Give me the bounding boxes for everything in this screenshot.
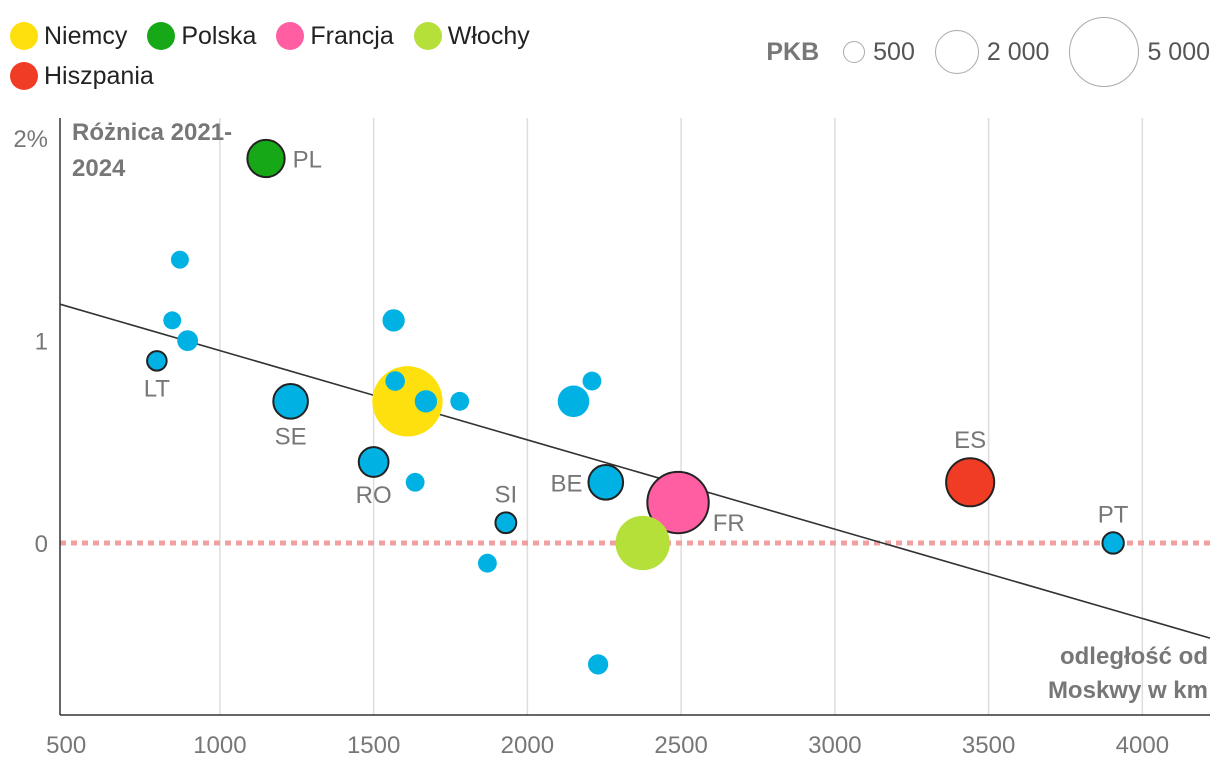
- point-fr: [646, 470, 710, 535]
- y-tick-label-1: 1: [35, 329, 48, 356]
- size-legend-circle-5000: [1069, 17, 1140, 87]
- point-label-ro: RO: [356, 482, 392, 509]
- legend-swatch-niemcy: [10, 22, 38, 50]
- legend-label-francja: Francja: [310, 21, 394, 50]
- legend-swatch-francja: [276, 22, 305, 50]
- point-18: [587, 654, 609, 675]
- legend-label-hiszpania: Hiszpania: [44, 61, 154, 90]
- point-label-pt: PT: [1098, 501, 1129, 528]
- size-legend-label-5000: 5 000: [1147, 37, 1210, 66]
- x-axis-title-line-2: Moskwy w km: [1048, 677, 1208, 704]
- point-3: [177, 330, 199, 352]
- axes: 500 1000 1500 2000 2500 3000 3500 4000 2% 1 0: [13, 118, 1210, 759]
- point-pl: [246, 138, 286, 179]
- trend-line: [59, 303, 1211, 639]
- point-1: [170, 250, 189, 269]
- legend-swatch-polska: [147, 22, 176, 50]
- legend-swatch-wlochy: [413, 22, 442, 50]
- legend-label-polska: Polska: [181, 21, 257, 50]
- size-legend-label-2000: 2 000: [986, 37, 1050, 66]
- legend-item-niemcy: Niemcy: [10, 22, 127, 51]
- point-label-lt: LT: [144, 376, 171, 403]
- point-label-es: ES: [954, 427, 986, 454]
- point-6: [382, 309, 405, 332]
- x-tick-label-3500: 3500: [962, 732, 1015, 759]
- legend-row-2: Hiszpania: [10, 56, 610, 96]
- point-be: [587, 463, 625, 501]
- size-legend-title: PKB: [766, 37, 820, 66]
- x-tick-label-2500: 2500: [654, 732, 707, 759]
- x-tick-label-3000: 3000: [808, 732, 861, 759]
- point-14: [477, 553, 497, 573]
- size-legend-item-5000: 5 000: [1069, 17, 1210, 87]
- data-points: [146, 138, 1125, 675]
- point-si: [494, 511, 518, 535]
- point-lt: [146, 350, 168, 372]
- x-tick-label-4000: 4000: [1116, 732, 1169, 759]
- point-label-fr: FR: [713, 510, 745, 537]
- point-10: [450, 391, 470, 411]
- size-legend-item-500: 500: [843, 38, 915, 67]
- point-label-pl: PL: [293, 146, 322, 173]
- legend-label-niemcy: Niemcy: [44, 21, 128, 50]
- color-legend: Niemcy Polska Francja Włochy Hiszpania: [10, 16, 610, 96]
- point-7: [385, 371, 405, 391]
- x-tick-label-500: 500: [46, 732, 86, 759]
- point-se: [272, 383, 309, 420]
- legend-item-polska: Polska: [147, 22, 256, 51]
- legend-swatch-hiszpania: [10, 62, 38, 90]
- y-tick-label-2: 2%: [13, 126, 48, 153]
- size-legend-circle-2000: [934, 30, 979, 74]
- point-label-be: BE: [550, 470, 582, 497]
- point-19: [615, 515, 670, 571]
- point-ro: [357, 446, 390, 478]
- legend-item-wlochy: Włochy: [413, 21, 530, 51]
- point-label-si: SI: [495, 481, 518, 508]
- y-axis-title-line-1: Różnica 2021-: [72, 119, 232, 146]
- point-9: [414, 390, 438, 413]
- size-legend-item-2000: 2 000: [934, 30, 1050, 74]
- size-legend-circle-500: [843, 41, 866, 63]
- x-tick-label-2000: 2000: [501, 732, 554, 759]
- point-labels: PL LT SE RO SI BE FR ES PT: [144, 146, 1129, 537]
- point-16: [582, 371, 602, 391]
- y-tick-label-0: 0: [35, 531, 48, 558]
- x-tick-label-1500: 1500: [347, 732, 400, 759]
- size-legend: PKB 500 2 000 5 000: [766, 17, 1210, 87]
- point-es: [945, 457, 996, 508]
- point-label-se: SE: [275, 424, 307, 451]
- legend-row-1: Niemcy Polska Francja Włochy: [10, 16, 610, 56]
- x-axis-title-line-1: odległość od: [1060, 643, 1208, 670]
- point-2: [163, 311, 182, 330]
- point-pt: [1101, 531, 1125, 555]
- point-12: [405, 472, 425, 492]
- legend-label-wlochy: Włochy: [447, 21, 530, 50]
- grid-lines: [219, 118, 1144, 715]
- legend-item-hiszpania: Hiszpania: [10, 62, 154, 91]
- y-axis-title-line-2: 2024: [72, 155, 126, 182]
- point-15: [557, 385, 590, 418]
- legend-item-francja: Francja: [276, 21, 394, 51]
- x-tick-label-1000: 1000: [193, 732, 246, 759]
- size-legend-label-500: 500: [873, 37, 915, 66]
